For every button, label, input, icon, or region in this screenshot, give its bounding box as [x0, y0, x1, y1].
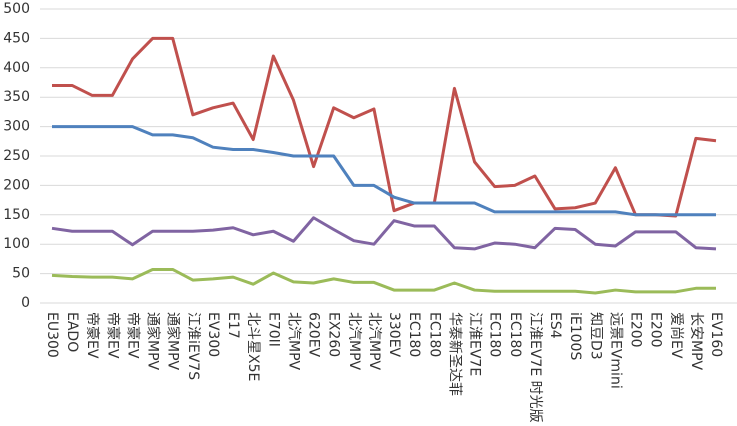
y-tick-label: 400	[3, 60, 30, 76]
x-tick-label: E200	[648, 312, 664, 348]
x-tick-label: iE100S	[567, 312, 583, 360]
x-tick-label: E70II	[265, 312, 281, 347]
x-tick-label: E200	[628, 312, 644, 348]
x-tick-label: 江淮EV7E 时光版	[527, 312, 543, 423]
x-tick-label: E17	[225, 312, 241, 339]
x-tick-label: EV300	[205, 312, 221, 357]
x-tick-label: 爱尚EV	[668, 312, 684, 359]
x-tick-label: EC180	[426, 312, 442, 357]
y-tick-label: 50	[12, 266, 30, 282]
x-tick-label: 江淮iEV7S	[185, 312, 201, 380]
y-tick-label: 200	[3, 177, 30, 193]
y-tick-label: 100	[3, 236, 30, 252]
y-tick-label: 500	[3, 1, 30, 17]
x-tick-label: 知豆D3	[587, 312, 604, 360]
x-tick-label: 帝豪EV	[84, 312, 100, 359]
x-tick-label: EC180	[507, 312, 523, 357]
y-tick-label: 300	[3, 119, 30, 135]
x-tick-label: EU300	[44, 312, 60, 358]
y-tick-label: 350	[3, 89, 30, 105]
x-tick-label: EV160	[708, 312, 724, 357]
x-tick-label: 北汽MPV	[346, 312, 362, 371]
x-tick-label: EADO	[64, 312, 80, 352]
x-tick-label: EC180	[487, 312, 503, 357]
series-line	[52, 36, 717, 218]
x-tick-label: 620EV	[306, 312, 322, 358]
x-tick-label: 通家MPV	[165, 312, 182, 371]
series-line	[51, 216, 717, 251]
series-line	[52, 125, 716, 217]
series-line	[51, 267, 716, 295]
y-tick-label: 150	[3, 207, 30, 223]
x-tick-label: EC180	[406, 312, 422, 357]
x-tick-label: 华泰新圣达菲	[446, 312, 462, 396]
x-tick-label: 长安MPV	[688, 312, 704, 371]
x-tick-label: 北斗星X5E	[245, 312, 261, 381]
x-tick-label: 北汽MPV	[366, 312, 382, 371]
x-tick-label: 北汽MPV	[285, 312, 301, 371]
x-tick-label: ES4	[547, 312, 563, 339]
x-tick-label: 330EV	[386, 312, 402, 358]
y-tick-label: 0	[21, 295, 30, 311]
y-tick-label: 450	[3, 30, 30, 46]
x-tick-label: 远景EVmini	[607, 312, 623, 389]
y-tick-label: 250	[3, 148, 30, 164]
x-tick-label: 帝豪EV	[104, 312, 120, 359]
x-tick-label: EX260	[326, 312, 342, 357]
x-tick-label: 通家MPV	[145, 312, 162, 371]
x-tick-label: 帝豪EV	[124, 312, 140, 359]
x-tick-label: 江淮EV7E	[467, 312, 483, 376]
